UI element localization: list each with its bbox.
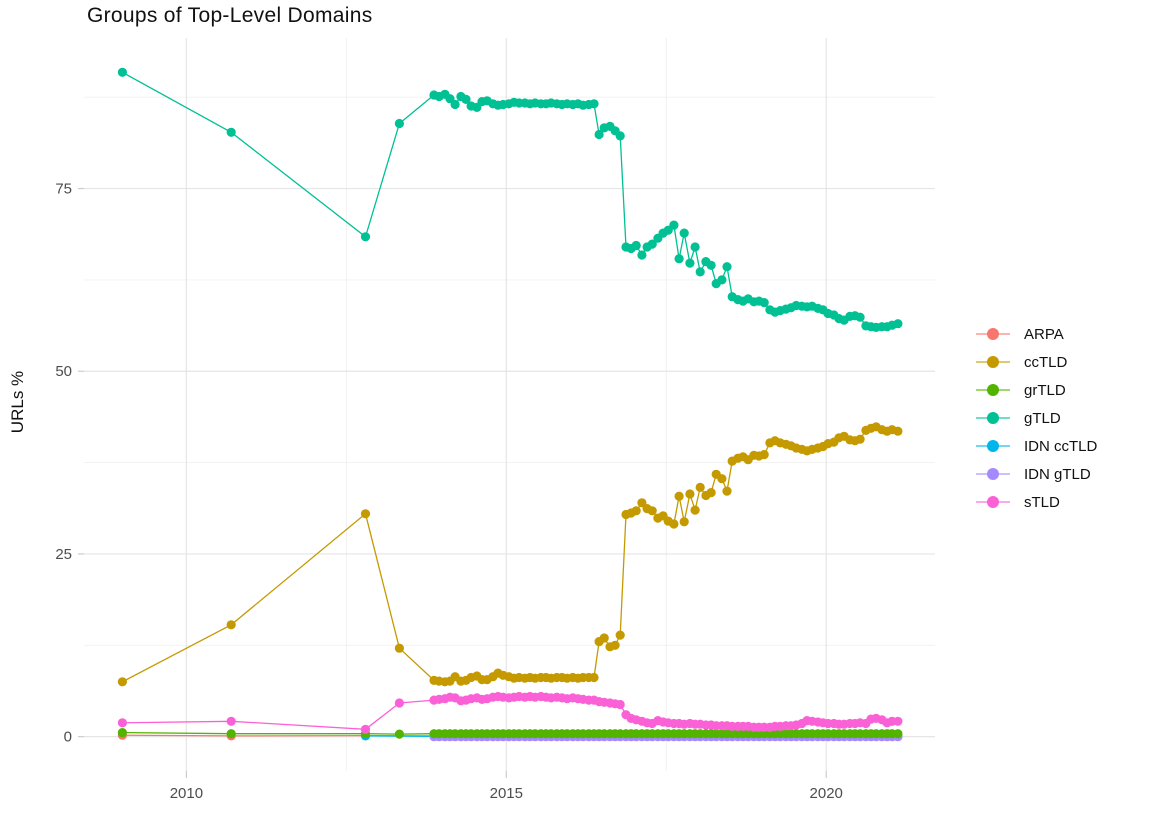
y-tick-label: 0 xyxy=(64,729,72,746)
grid-minor xyxy=(84,38,935,771)
legend-key-swatch xyxy=(976,355,1010,369)
data-point xyxy=(450,99,460,110)
y-tick-label: 50 xyxy=(55,363,72,380)
data-point xyxy=(685,258,695,268)
data-point xyxy=(394,643,404,653)
data-point xyxy=(589,672,599,683)
data-point xyxy=(117,728,127,738)
x-tick-label: 2015 xyxy=(490,785,523,802)
legend-label: IDN gTLD xyxy=(1024,465,1091,483)
data-point xyxy=(695,482,705,492)
legend: ARPA ccTLD grTLD gTLD IDN ccTLD IDN gTLD sTLD xyxy=(976,320,1097,516)
legend-label: ARPA xyxy=(1024,325,1064,343)
legend-item-idn-cctld: IDN ccTLD xyxy=(976,432,1097,460)
data-point xyxy=(461,94,471,104)
series-cctld xyxy=(117,422,903,687)
legend-item-cctld: ccTLD xyxy=(976,348,1097,376)
legend-key-swatch xyxy=(976,327,1010,341)
data-point xyxy=(893,426,903,436)
legend-key-swatch xyxy=(976,411,1010,425)
data-point xyxy=(631,240,641,251)
series-line xyxy=(122,71,899,329)
data-point xyxy=(360,724,371,734)
x-tick-label: 2010 xyxy=(170,785,203,802)
data-point xyxy=(615,630,625,640)
data-point xyxy=(717,474,727,484)
data-point xyxy=(893,319,903,329)
legend-key-swatch xyxy=(976,439,1010,453)
legend-label: grTLD xyxy=(1024,381,1066,399)
data-point xyxy=(117,67,127,77)
legend-key-swatch xyxy=(976,495,1010,509)
data-point xyxy=(669,220,679,230)
data-point xyxy=(685,489,695,499)
axes: 2010 2015 2020 0 25 50 75 xyxy=(55,181,843,802)
series-grtld xyxy=(117,728,903,739)
data-point xyxy=(637,250,647,260)
data-point xyxy=(610,640,620,650)
legend-key-swatch xyxy=(976,467,1010,481)
data-point xyxy=(674,491,684,501)
legend-item-stld: sTLD xyxy=(976,488,1097,516)
data-point xyxy=(893,716,903,726)
data-point xyxy=(226,729,236,739)
data-point xyxy=(117,677,127,687)
data-point xyxy=(706,260,716,270)
data-point xyxy=(679,228,689,238)
data-point xyxy=(722,486,732,496)
y-axis-title: URLs % xyxy=(8,370,27,434)
data-point xyxy=(669,519,679,529)
legend-label: ccTLD xyxy=(1024,353,1068,371)
data-point xyxy=(855,312,865,322)
data-point xyxy=(594,129,604,140)
data-point xyxy=(615,699,625,710)
x-tick-label: 2020 xyxy=(810,785,843,802)
legend-item-gtld: gTLD xyxy=(976,404,1097,432)
data-point xyxy=(717,275,727,285)
y-tick-label: 75 xyxy=(55,181,72,198)
legend-label: sTLD xyxy=(1024,493,1060,511)
data-point xyxy=(226,620,236,630)
legend-item-grtld: grTLD xyxy=(976,376,1097,404)
y-tick-label: 25 xyxy=(55,546,72,563)
data-point xyxy=(226,127,236,137)
legend-item-arpa: ARPA xyxy=(976,320,1097,348)
data-point xyxy=(759,298,769,308)
data-point xyxy=(679,517,689,527)
legend-key-swatch xyxy=(976,383,1010,397)
data-point xyxy=(722,262,732,272)
data-point xyxy=(706,488,716,498)
grid-major xyxy=(84,38,935,771)
data-point xyxy=(647,506,657,516)
series-gtld xyxy=(117,67,903,332)
data-point xyxy=(695,267,705,277)
legend-label: IDN ccTLD xyxy=(1024,437,1098,455)
data-point xyxy=(599,633,609,643)
data-point xyxy=(589,99,599,109)
data-point xyxy=(647,239,657,249)
data-point xyxy=(394,729,404,739)
data-point xyxy=(394,698,404,708)
chart-title: Groups of Top-Level Domains xyxy=(87,4,373,27)
data-point xyxy=(394,118,404,129)
data-point xyxy=(690,242,700,252)
data-point xyxy=(759,450,769,460)
data-point xyxy=(117,718,127,728)
legend-item-idn-gtld: IDN gTLD xyxy=(976,460,1097,488)
data-point xyxy=(690,505,700,515)
data-point xyxy=(360,509,371,519)
legend-label: gTLD xyxy=(1024,409,1061,427)
data-point xyxy=(226,716,236,726)
data-point xyxy=(631,506,641,516)
data-point xyxy=(855,434,865,444)
series-stld xyxy=(117,691,903,734)
data-point xyxy=(893,729,903,739)
data-point xyxy=(674,254,684,264)
data-point xyxy=(360,232,371,242)
data-point xyxy=(615,131,625,141)
